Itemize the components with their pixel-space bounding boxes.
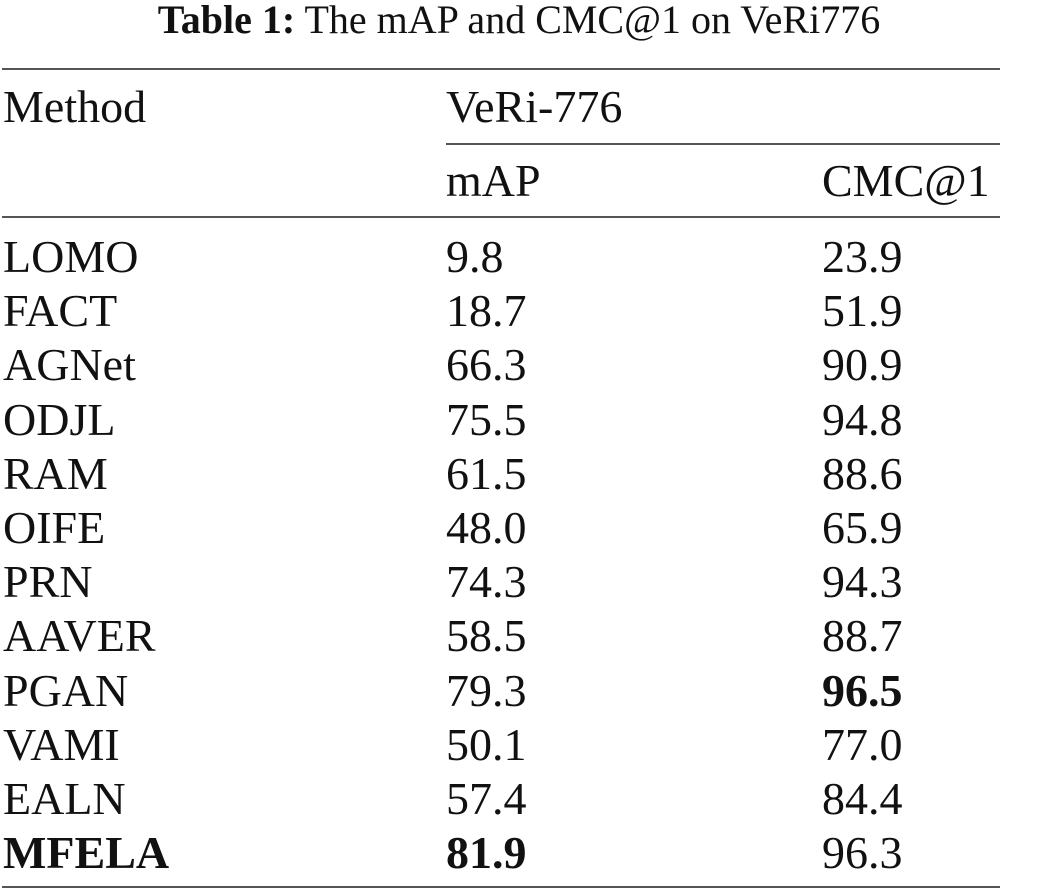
caption-text: The mAP and CMC@1 on VeRi776 xyxy=(304,0,881,42)
method-cell: RAM xyxy=(3,448,108,499)
header-cmc1: CMC@1 xyxy=(822,155,990,206)
method-cell: FACT xyxy=(3,285,118,336)
header-map: mAP xyxy=(446,155,541,206)
cmc1-cell: 94.3 xyxy=(822,556,903,607)
map-cell: 50.1 xyxy=(446,719,527,770)
cmc1-cell: 84.4 xyxy=(822,773,903,824)
method-cell: AAVER xyxy=(3,610,156,661)
header-rule xyxy=(2,216,1000,218)
map-cell: 79.3 xyxy=(446,665,527,716)
map-cell: 9.8 xyxy=(446,231,504,282)
method-cell: ODJL xyxy=(3,394,116,445)
bottom-rule xyxy=(2,886,1000,888)
cmc1-cell: 96.3 xyxy=(822,827,903,878)
method-cell: EALN xyxy=(3,773,126,824)
cmc1-cell: 96.5 xyxy=(822,665,903,716)
cmc1-cell: 88.7 xyxy=(822,610,903,661)
table-caption: Table 1: The mAP and CMC@1 on VeRi776 xyxy=(0,0,1038,44)
map-cell: 48.0 xyxy=(446,502,527,553)
map-cell: 74.3 xyxy=(446,556,527,607)
map-cell: 81.9 xyxy=(446,827,527,878)
map-cell: 58.5 xyxy=(446,610,527,661)
cmc1-cell: 65.9 xyxy=(822,502,903,553)
header-method: Method xyxy=(3,81,147,132)
map-cell: 18.7 xyxy=(446,285,527,336)
cmc1-cell: 77.0 xyxy=(822,719,903,770)
cmc1-cell: 94.8 xyxy=(822,394,903,445)
map-cell: 57.4 xyxy=(446,773,527,824)
cmc1-cell: 90.9 xyxy=(822,339,903,390)
header-dataset: VeRi-776 xyxy=(446,81,623,132)
map-cell: 61.5 xyxy=(446,448,527,499)
map-cell: 75.5 xyxy=(446,394,527,445)
dataset-rule xyxy=(446,143,1000,145)
method-cell: OIFE xyxy=(3,502,106,553)
map-cell: 66.3 xyxy=(446,339,527,390)
cmc1-cell: 23.9 xyxy=(822,231,903,282)
top-rule xyxy=(2,68,1000,70)
cmc1-cell: 51.9 xyxy=(822,285,903,336)
cmc1-cell: 88.6 xyxy=(822,448,903,499)
method-cell: LOMO xyxy=(3,231,139,282)
method-cell: VAMI xyxy=(3,719,120,770)
method-cell: PGAN xyxy=(3,665,129,716)
method-cell: MFELA xyxy=(3,827,170,878)
method-cell: AGNet xyxy=(3,339,136,390)
caption-label: Table 1: xyxy=(157,0,296,42)
method-cell: PRN xyxy=(3,556,93,607)
